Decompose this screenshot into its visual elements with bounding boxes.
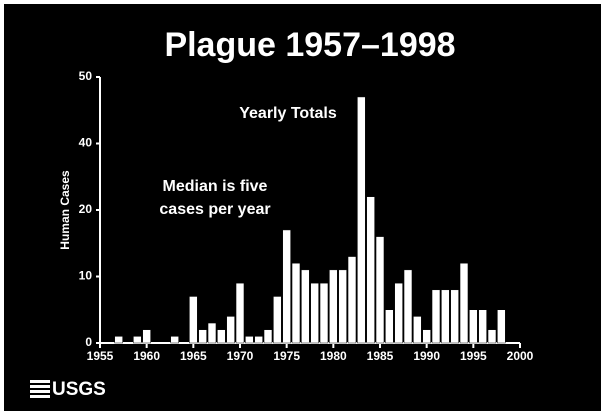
bar — [310, 282, 319, 344]
bar — [217, 329, 226, 344]
x-tick-label: 1995 — [460, 349, 487, 363]
bar — [478, 309, 487, 344]
y-tick-label: 0 — [85, 335, 92, 349]
bar — [207, 322, 217, 344]
bar — [469, 309, 478, 344]
bar — [170, 336, 179, 344]
bar — [226, 316, 235, 344]
bar — [235, 282, 245, 344]
bar — [375, 236, 385, 344]
y-tick-label: 50 — [79, 69, 93, 83]
bar — [291, 262, 301, 344]
bar — [422, 329, 431, 344]
bar — [114, 336, 123, 344]
x-tick-label: 1985 — [367, 349, 394, 363]
x-tick-label: 1955 — [87, 349, 114, 363]
annotation: Yearly Totals — [239, 105, 337, 122]
bar — [198, 329, 207, 344]
bar — [441, 289, 450, 344]
annotation: cases per year — [159, 201, 270, 218]
bar — [487, 329, 497, 344]
x-tick-label: 1990 — [413, 349, 440, 363]
x-tick-label: 2000 — [507, 349, 534, 363]
y-tick-label: 40 — [79, 136, 93, 150]
bar — [189, 296, 198, 344]
logo: USGS — [52, 379, 106, 400]
bar — [282, 229, 291, 344]
bar — [273, 296, 282, 344]
bar — [263, 329, 273, 344]
x-tick-label: 1970 — [227, 349, 254, 363]
x-tick-label: 1960 — [133, 349, 160, 363]
chart-title: Plague 1957–1998 — [164, 26, 455, 64]
bar — [403, 269, 413, 344]
y-tick-label: 10 — [79, 269, 93, 283]
bar — [413, 316, 422, 344]
x-tick-label: 1975 — [273, 349, 300, 363]
bar — [459, 262, 469, 344]
bar — [366, 196, 375, 344]
bar — [394, 282, 403, 344]
bar — [450, 289, 459, 344]
y-tick-label: 20 — [79, 202, 93, 216]
bar — [338, 269, 347, 344]
bar — [254, 336, 263, 344]
bar — [319, 282, 329, 344]
bar — [431, 289, 441, 344]
bar — [385, 309, 394, 344]
bar — [245, 336, 254, 344]
annotation: Median is five — [163, 178, 268, 195]
bar — [142, 329, 151, 344]
bar — [329, 269, 338, 344]
bar — [357, 96, 366, 344]
logo-mark — [30, 380, 50, 398]
bar — [301, 269, 310, 344]
bar — [133, 336, 142, 344]
x-tick-label: 1980 — [320, 349, 347, 363]
bar — [347, 256, 357, 344]
bar — [497, 309, 506, 344]
x-tick-label: 1965 — [180, 349, 207, 363]
y-axis-label: Human Cases — [58, 170, 72, 250]
